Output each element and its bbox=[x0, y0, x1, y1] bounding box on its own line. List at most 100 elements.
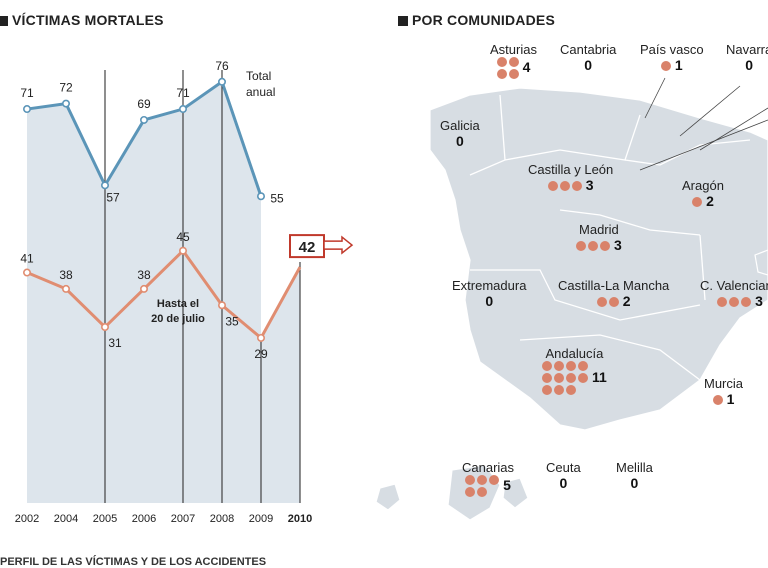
region-name: Murcia bbox=[704, 376, 744, 391]
victim-dot-icon bbox=[496, 69, 507, 79]
victim-dot-icon bbox=[559, 180, 570, 191]
victim-dots bbox=[542, 361, 588, 395]
region-count: 2 bbox=[706, 193, 714, 209]
data-label-partial: 38 bbox=[59, 268, 73, 282]
map-border bbox=[559, 209, 701, 236]
highlight-arrow-icon bbox=[323, 235, 354, 255]
region-value-row: 3 bbox=[528, 177, 613, 195]
victim-dot-icon bbox=[477, 475, 488, 485]
x-tick-label: 2009 bbox=[249, 513, 273, 525]
chart-area-fill bbox=[27, 81, 300, 504]
region-name: Castilla y León bbox=[528, 162, 614, 177]
region-name: Asturias bbox=[490, 42, 537, 57]
victim-dot-icon bbox=[508, 69, 519, 79]
victim-dots bbox=[712, 394, 723, 405]
region-galicia: Galicia 0 bbox=[440, 118, 480, 151]
region-madrid: Madrid 3 bbox=[576, 222, 622, 255]
region-murcia: Murcia 1 bbox=[704, 376, 743, 409]
leader-line bbox=[644, 77, 666, 119]
data-point-total bbox=[256, 192, 265, 201]
victim-dots bbox=[717, 296, 752, 307]
region-c-valenciana: C. Valenciana3 bbox=[700, 278, 768, 311]
region-name: Aragón bbox=[682, 178, 724, 193]
data-label-partial: 31 bbox=[108, 336, 122, 350]
leader-line bbox=[679, 85, 741, 137]
region-name: País vasco bbox=[640, 42, 704, 57]
region-value-row: 2 bbox=[682, 193, 724, 211]
data-point-total bbox=[140, 115, 149, 124]
victim-dot-icon bbox=[729, 296, 740, 307]
region-count: 0 bbox=[630, 475, 639, 491]
data-point-partial bbox=[218, 301, 227, 310]
fatalities-line-chart: 71 72 57 69 71 76 55 41 38 31 38 45 35 29 42 Total anual… bbox=[15, 59, 354, 525]
region-value-row: 3 bbox=[576, 237, 622, 255]
total-annual-label: Total bbox=[246, 69, 271, 83]
victim-dot-icon bbox=[566, 385, 576, 395]
region-ceuta: Ceuta 0 bbox=[546, 460, 581, 493]
region-name: C. Valenciana bbox=[700, 278, 768, 293]
x-tick-label: 2010 bbox=[288, 513, 312, 525]
x-tick-label: 2006 bbox=[132, 513, 156, 525]
map-border bbox=[504, 114, 641, 161]
region-value-row: 0 bbox=[440, 133, 480, 151]
region-name: Navarra bbox=[726, 42, 768, 57]
highlight-value-label: 42 bbox=[299, 239, 316, 256]
data-label-partial: 41 bbox=[20, 252, 34, 266]
victim-dot-icon bbox=[547, 180, 558, 191]
left-section-title: VÍCTIMAS MORTALES bbox=[0, 12, 164, 28]
data-label-partial: 35 bbox=[225, 314, 239, 328]
data-point-total bbox=[61, 99, 70, 108]
victim-dot-icon bbox=[660, 60, 671, 71]
victim-dot-icon bbox=[578, 373, 588, 383]
data-label-total: 76 bbox=[215, 59, 229, 73]
victim-dot-icon bbox=[477, 487, 488, 497]
victim-dot-icon bbox=[508, 57, 519, 67]
region-count: 4 bbox=[522, 59, 531, 76]
victim-dots bbox=[596, 296, 619, 307]
region-count: 0 bbox=[485, 293, 494, 309]
title-square-icon bbox=[0, 16, 8, 26]
region-name: Galicia bbox=[440, 118, 480, 133]
data-point-total bbox=[179, 105, 188, 114]
region-count: 3 bbox=[614, 237, 622, 253]
map-balearics bbox=[754, 249, 768, 276]
region-value-row: 0 bbox=[560, 57, 616, 75]
region-count: 1 bbox=[726, 391, 735, 407]
region-name: Canarias bbox=[462, 460, 515, 475]
map-canarias-east bbox=[502, 477, 529, 509]
region-name: Castilla-La Mancha bbox=[558, 278, 670, 293]
region-value-row: 3 bbox=[700, 293, 768, 311]
victim-dot-icon bbox=[578, 361, 588, 371]
data-label-total: 71 bbox=[20, 86, 34, 100]
region-count: 11 bbox=[592, 369, 607, 386]
victim-dot-icon bbox=[554, 361, 564, 371]
region-canarias: Canarias 5 bbox=[462, 460, 514, 497]
region-name: Madrid bbox=[579, 222, 619, 237]
region-castilla-y-le-n: Castilla y León 3 bbox=[528, 162, 613, 195]
region-value-row: 0 bbox=[616, 475, 653, 493]
victim-dot-icon bbox=[542, 373, 552, 383]
data-label-total: 57 bbox=[106, 190, 120, 204]
region-count: 0 bbox=[559, 475, 568, 491]
data-label-total: 72 bbox=[59, 81, 73, 95]
victim-dot-icon bbox=[576, 240, 586, 251]
data-label-partial: 38 bbox=[137, 268, 151, 282]
region-name: Ceuta bbox=[546, 460, 581, 475]
region-name: Melilla bbox=[616, 460, 653, 475]
victim-dot-icon bbox=[588, 240, 598, 251]
region-count: 1 bbox=[674, 57, 683, 73]
region-name: Cantabria bbox=[560, 42, 617, 57]
total-annual-label-line2: anual bbox=[246, 85, 275, 99]
right-section-title: POR COMUNIDADES bbox=[398, 12, 555, 28]
region-cantabria: Cantabria 0 bbox=[560, 42, 616, 75]
map-border bbox=[519, 334, 701, 381]
region-andaluc-a: Andalucía 11 bbox=[542, 346, 607, 395]
region-count: 0 bbox=[745, 57, 754, 73]
victim-dot-icon bbox=[600, 240, 610, 251]
region-value-row: 1 bbox=[640, 57, 704, 75]
data-point-partial bbox=[179, 246, 188, 255]
data-label-partial: 45 bbox=[176, 230, 190, 244]
region-value-row: 0 bbox=[452, 293, 526, 311]
region-pa-s-vasco: País vasco 1 bbox=[640, 42, 704, 75]
